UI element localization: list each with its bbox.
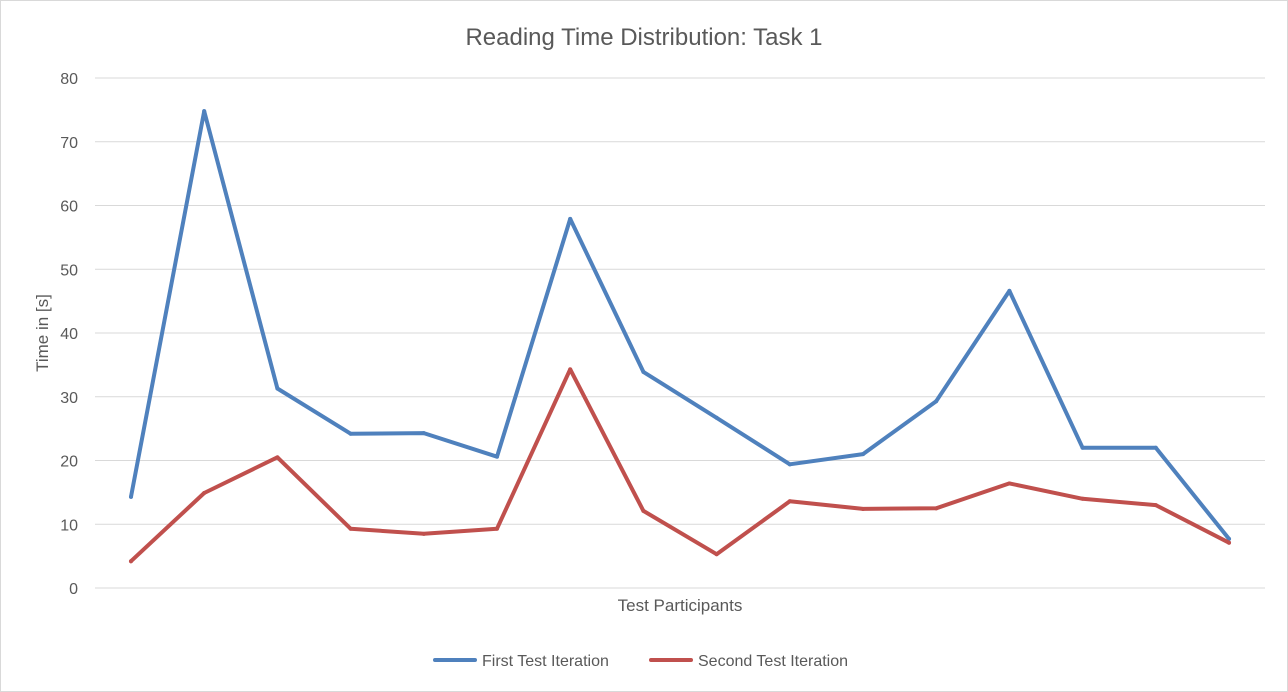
series-1-point-1 xyxy=(129,494,133,499)
series-1-point-13 xyxy=(1007,288,1012,293)
series-1-point-10 xyxy=(787,462,792,467)
series-1-point-5 xyxy=(421,431,426,436)
series-1-point-4 xyxy=(348,431,353,436)
series-2-point-16 xyxy=(1227,540,1231,545)
series-1-point-15 xyxy=(1153,445,1158,450)
series-line-2 xyxy=(129,367,1231,564)
series-2-point-4 xyxy=(348,526,353,531)
series-2-point-5 xyxy=(421,531,426,536)
x-axis-label: Test Participants xyxy=(618,596,743,615)
series-1-point-14 xyxy=(1080,445,1085,450)
y-tick-label-10: 10 xyxy=(60,517,78,534)
series-2-point-14 xyxy=(1080,496,1085,501)
y-tick-label-40: 40 xyxy=(60,326,78,343)
series-1-point-3 xyxy=(275,386,280,391)
series-2-point-9 xyxy=(714,552,719,557)
y-tick-label-80: 80 xyxy=(60,71,78,88)
series-2-point-6 xyxy=(495,526,499,531)
y-tick-label-70: 70 xyxy=(60,135,78,152)
y-axis-label: Time in [s] xyxy=(33,294,52,372)
series-2-point-7 xyxy=(568,367,573,372)
series-1-point-7 xyxy=(568,216,573,221)
y-tick-label-60: 60 xyxy=(60,199,78,216)
y-tick-label-20: 20 xyxy=(60,454,78,471)
y-tick-label-30: 30 xyxy=(60,390,78,407)
series-1-point-8 xyxy=(641,369,646,374)
series-1-point-12 xyxy=(934,399,939,404)
series-line-1 xyxy=(129,109,1231,541)
legend-label-2: Second Test Iteration xyxy=(698,653,848,670)
series-2-point-13 xyxy=(1007,481,1012,486)
legend-label-1: First Test Iteration xyxy=(482,653,609,670)
y-axis-ticks: 0 10 20 30 40 50 60 70 80 xyxy=(60,71,78,598)
gridlines xyxy=(95,77,1265,589)
series-2-point-10 xyxy=(787,499,792,504)
chart-title: Reading Time Distribution: Task 1 xyxy=(465,24,822,51)
series-2-point-15 xyxy=(1153,503,1158,508)
series-2-point-2 xyxy=(202,491,207,496)
series-lines xyxy=(129,109,1231,564)
series-2-point-11 xyxy=(861,506,865,511)
series-1-point-11 xyxy=(861,452,865,457)
series-2-point-12 xyxy=(934,506,939,511)
series-1-point-9 xyxy=(714,415,719,420)
legend: First Test Iteration Second Test Iteratio… xyxy=(433,653,848,670)
series-1-point-6 xyxy=(495,454,499,459)
series-2-point-8 xyxy=(641,508,646,513)
y-tick-label-50: 50 xyxy=(60,262,78,279)
series-1-point-2 xyxy=(202,109,207,114)
y-tick-label-0: 0 xyxy=(69,581,78,598)
series-2-point-3 xyxy=(275,455,280,460)
series-2-point-1 xyxy=(129,559,133,564)
series-1-point-16 xyxy=(1227,536,1231,541)
